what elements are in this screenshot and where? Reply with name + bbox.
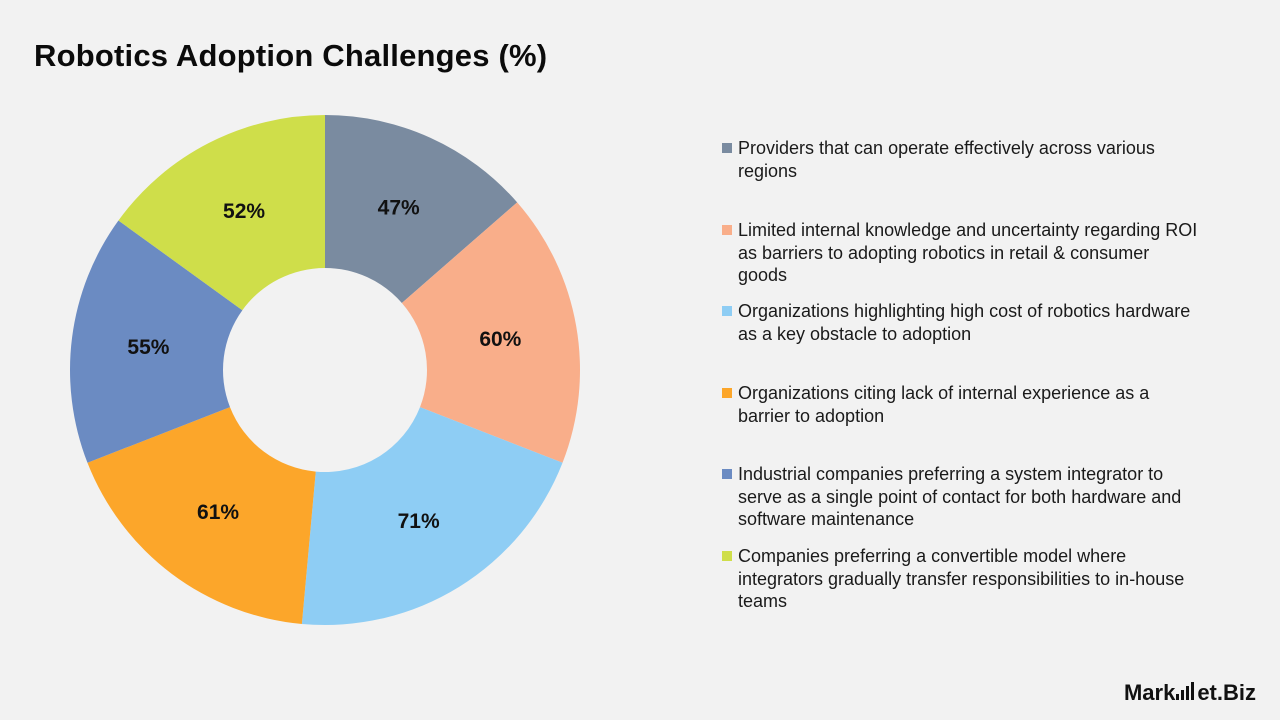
legend-swatch	[722, 143, 732, 153]
legend-label: Organizations citing lack of internal ex…	[738, 383, 1150, 426]
legend-item-2: Limited internal knowledge and uncertain…	[722, 219, 1202, 287]
donut-labels: 47% 60% 71% 61% 55% 52%	[127, 196, 521, 532]
legend-item-4: Organizations citing lack of internal ex…	[722, 382, 1202, 427]
slice-value-label-1: 47%	[378, 196, 420, 219]
legend-swatch	[722, 306, 732, 316]
donut-slice-2	[401, 202, 581, 463]
legend-item-3: Organizations highlighting high cost of …	[722, 300, 1202, 345]
chart-title: Robotics Adoption Challenges (%)	[34, 38, 548, 73]
donut-slice-4	[87, 407, 316, 624]
legend-item-5: Industrial companies preferring a system…	[722, 463, 1202, 531]
donut-slice-5	[70, 220, 243, 463]
brand-name-right: .Biz	[1216, 680, 1256, 705]
donut-slice-3	[301, 407, 563, 625]
donut-slices	[70, 115, 581, 625]
slice-value-label-6: 52%	[223, 200, 265, 223]
legend-label: Companies preferring a convertible model…	[738, 546, 1185, 611]
legend-swatch	[722, 225, 732, 235]
brand-name-left: Mark	[1123, 680, 1176, 705]
slice-value-label-3: 71%	[398, 510, 440, 533]
legend-label: Limited internal knowledge and uncertain…	[738, 220, 1198, 285]
brand-name-mid: et	[1197, 680, 1217, 705]
brand-logo: Mark et .Biz	[1124, 680, 1256, 706]
legend-label: Organizations highlighting high cost of …	[738, 301, 1191, 344]
legend-swatch	[722, 388, 732, 398]
legend-item-6: Companies preferring a convertible model…	[722, 545, 1202, 613]
slice-value-label-5: 55%	[127, 336, 169, 359]
donut-slice-6	[118, 115, 325, 311]
legend-label: Industrial companies preferring a system…	[738, 464, 1182, 529]
legend-swatch	[722, 469, 732, 479]
legend-label: Providers that can operate effectively a…	[738, 138, 1155, 181]
donut-chart: 47% 60% 71% 61% 55% 52%	[70, 115, 581, 625]
slice-value-label-2: 60%	[479, 328, 521, 351]
slice-value-label-4: 61%	[197, 501, 239, 524]
bar-chart-icon	[1176, 682, 1196, 700]
donut-slice-1	[325, 115, 518, 303]
legend: Providers that can operate effectively a…	[722, 0, 1222, 720]
legend-item-1: Providers that can operate effectively a…	[722, 137, 1202, 182]
legend-swatch	[722, 551, 732, 561]
